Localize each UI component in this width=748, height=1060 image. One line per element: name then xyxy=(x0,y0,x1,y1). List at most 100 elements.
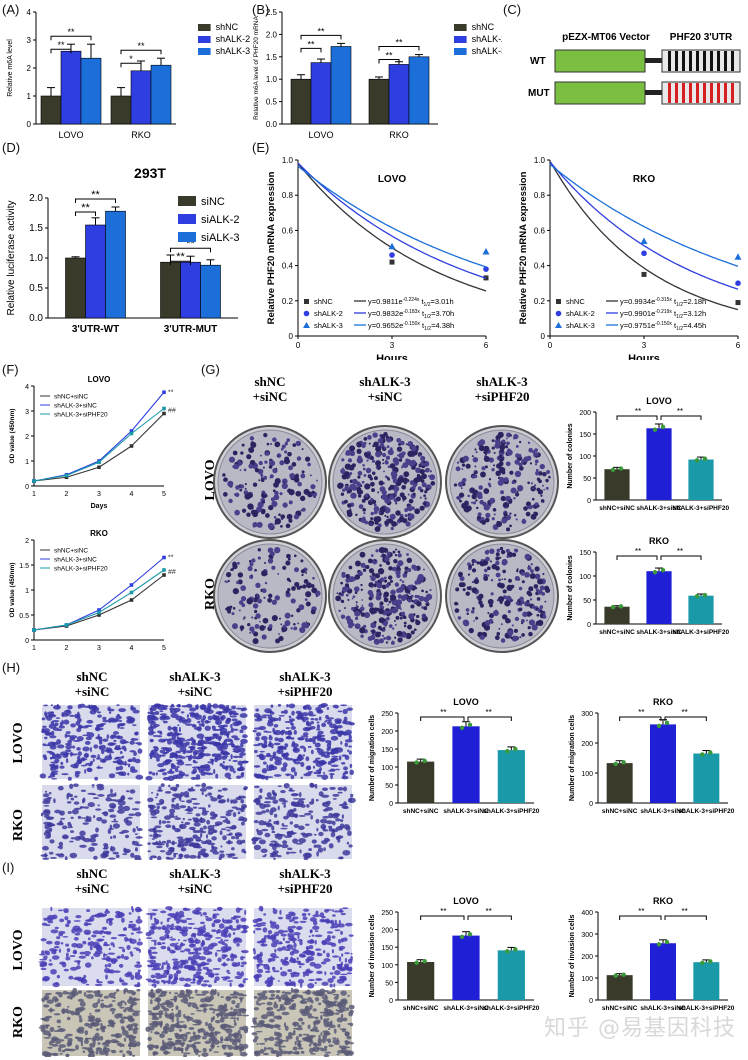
cell xyxy=(46,999,54,1004)
cell xyxy=(315,747,322,750)
cell xyxy=(56,739,62,745)
colony xyxy=(343,499,348,504)
cell xyxy=(284,743,289,748)
cell xyxy=(58,845,63,850)
cell xyxy=(284,773,292,776)
colony xyxy=(389,513,396,520)
cell xyxy=(261,735,268,741)
colony xyxy=(506,595,512,601)
colony xyxy=(497,438,500,441)
colony xyxy=(513,514,517,517)
panel-g: shNC +siNC shALK-3 +siNC shALK-3 +siPHF20 LOVO… xyxy=(200,372,748,657)
colony xyxy=(371,558,378,565)
cell xyxy=(152,1051,158,1054)
colony xyxy=(488,613,494,619)
cell xyxy=(293,942,297,948)
cell xyxy=(116,760,125,765)
cell xyxy=(282,825,289,827)
colony xyxy=(498,578,501,582)
cell xyxy=(198,817,206,824)
colony xyxy=(381,634,384,637)
cell xyxy=(298,815,306,817)
colony xyxy=(500,495,506,502)
cell xyxy=(66,801,72,804)
cell xyxy=(156,735,163,738)
cell xyxy=(134,801,141,804)
cell xyxy=(91,934,97,938)
colony xyxy=(291,462,297,467)
cell xyxy=(293,761,301,765)
y-tick-label: 0 xyxy=(587,622,591,629)
colony xyxy=(455,587,460,592)
colony xyxy=(395,615,400,620)
cell xyxy=(243,850,247,854)
cell xyxy=(131,808,140,811)
cell xyxy=(265,776,274,778)
cell xyxy=(96,785,105,791)
cell xyxy=(216,1008,220,1012)
cell xyxy=(129,1047,132,1050)
cell xyxy=(53,704,61,710)
cell xyxy=(284,981,289,985)
sig-mark: ** xyxy=(677,407,683,416)
colony xyxy=(312,576,315,580)
legend-label: shALK-3 xyxy=(216,46,250,56)
colony xyxy=(459,576,465,582)
cell xyxy=(268,764,275,769)
colony xyxy=(374,580,379,585)
colony xyxy=(536,613,540,617)
colony xyxy=(397,560,404,567)
colony xyxy=(380,555,383,558)
cell xyxy=(215,773,219,779)
colony xyxy=(272,468,278,474)
colony xyxy=(454,608,460,613)
cell xyxy=(79,951,85,955)
cell xyxy=(202,912,208,916)
colony xyxy=(386,476,390,480)
cell xyxy=(323,751,326,757)
cell xyxy=(157,763,165,768)
cell xyxy=(67,1037,73,1043)
colony xyxy=(300,569,306,574)
y-tick-label: 1.5 xyxy=(29,223,43,234)
colony xyxy=(357,475,361,479)
cell xyxy=(165,851,173,856)
cell xyxy=(331,755,339,758)
cell xyxy=(205,937,211,941)
cell xyxy=(91,956,94,960)
cell xyxy=(348,750,352,755)
cell xyxy=(132,1011,140,1017)
cell xyxy=(298,963,305,966)
growth-line xyxy=(33,408,165,482)
cell xyxy=(278,714,286,717)
cell xyxy=(271,825,275,831)
colony xyxy=(467,573,471,576)
cell xyxy=(239,752,246,756)
colony xyxy=(246,597,253,605)
cell xyxy=(209,840,212,844)
cell xyxy=(126,938,131,942)
cell xyxy=(314,844,322,848)
bar xyxy=(650,724,676,803)
colony xyxy=(268,465,273,469)
colony xyxy=(410,459,417,466)
cell xyxy=(335,818,341,822)
colony xyxy=(414,580,419,585)
colony xyxy=(407,598,412,603)
colony xyxy=(407,624,413,630)
cell xyxy=(334,747,340,750)
colony xyxy=(538,471,543,476)
cell xyxy=(102,943,111,947)
replicate-dot xyxy=(694,458,700,463)
cell xyxy=(312,765,316,769)
y-tick-label: 50 xyxy=(583,598,591,605)
cell xyxy=(184,821,191,825)
cell xyxy=(222,1008,229,1012)
colony xyxy=(360,588,363,591)
cell xyxy=(282,756,289,760)
cell xyxy=(346,841,350,845)
cell xyxy=(293,932,301,936)
cell xyxy=(211,846,215,850)
cell xyxy=(171,803,176,809)
colony xyxy=(235,485,240,490)
